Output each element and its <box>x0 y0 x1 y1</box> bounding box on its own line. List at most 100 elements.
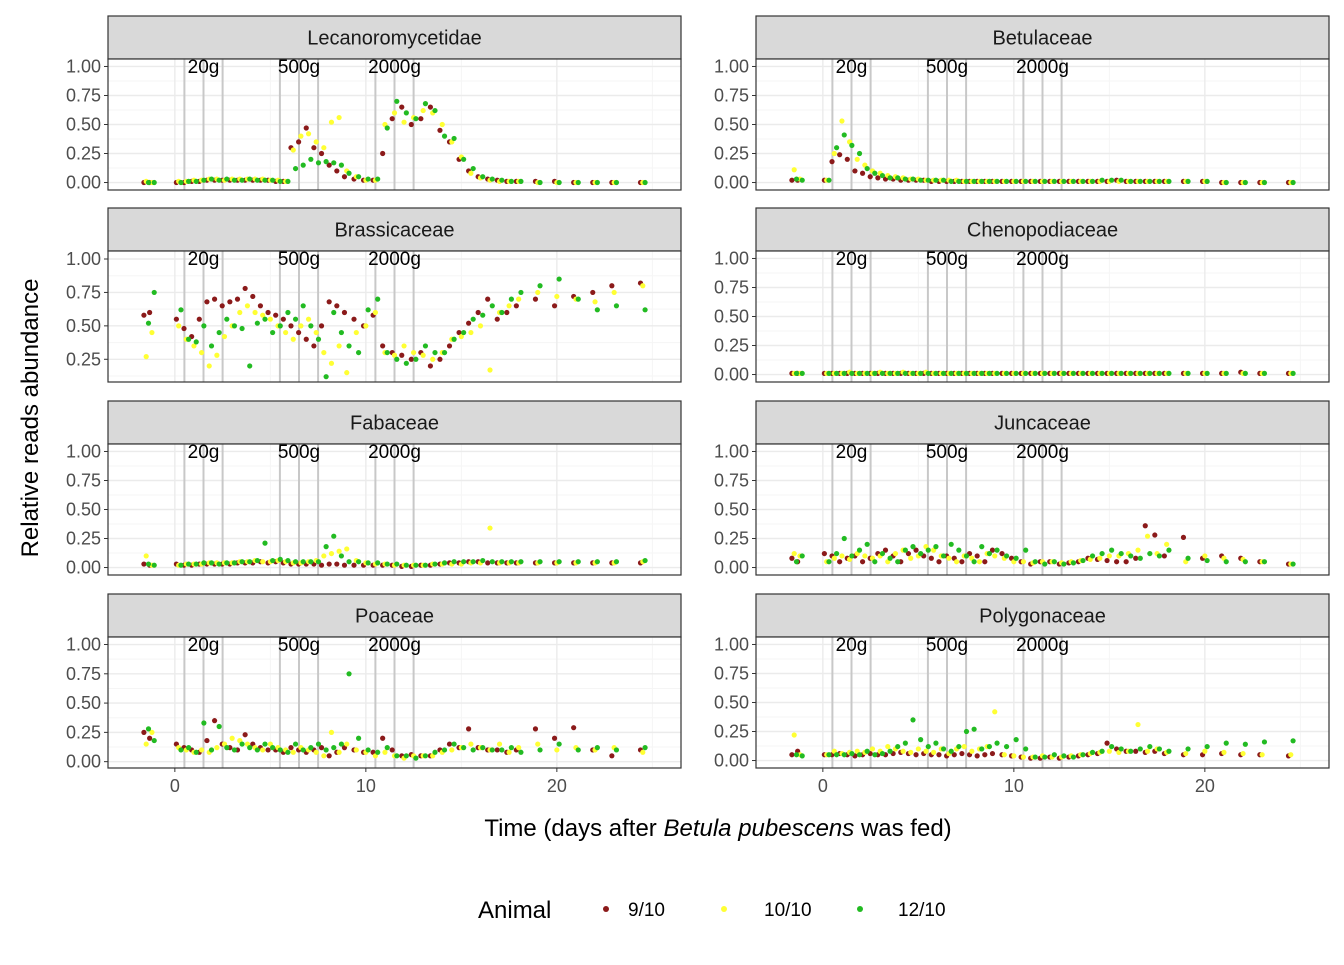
data-point <box>826 559 832 565</box>
data-point <box>315 741 322 747</box>
data-point <box>216 561 222 567</box>
data-point <box>1013 370 1019 376</box>
data-point <box>211 718 218 724</box>
data-point <box>1080 752 1086 758</box>
data-point <box>480 174 486 180</box>
data-point <box>1133 748 1139 754</box>
dose-label: 500g <box>278 442 320 463</box>
data-point <box>1152 532 1158 538</box>
data-point <box>1003 743 1010 750</box>
data-point <box>1032 754 1038 760</box>
data-point <box>516 745 522 751</box>
data-point <box>931 749 937 755</box>
dose-label: 2000g <box>1016 249 1069 270</box>
data-point <box>260 747 266 753</box>
data-point <box>1097 555 1103 561</box>
data-point <box>862 553 868 559</box>
y-tick-label: 0.50 <box>66 500 101 520</box>
data-point <box>151 737 157 744</box>
data-point <box>477 323 484 329</box>
y-tick-label: 1.00 <box>714 441 749 461</box>
data-point <box>918 737 924 743</box>
data-point <box>208 747 215 753</box>
data-point <box>956 370 962 376</box>
data-point <box>989 547 996 553</box>
data-point <box>918 177 924 183</box>
data-point <box>1166 178 1172 184</box>
legend-key <box>857 906 863 912</box>
data-point <box>285 178 291 184</box>
data-point <box>338 329 345 336</box>
data-point <box>173 316 179 322</box>
data-point <box>1118 177 1124 183</box>
legend-key <box>721 906 727 912</box>
data-point <box>441 133 448 139</box>
data-point <box>346 170 352 176</box>
data-point <box>487 367 493 373</box>
data-point <box>475 309 481 316</box>
data-point <box>556 559 562 565</box>
data-point <box>399 104 405 110</box>
data-point <box>971 726 977 732</box>
data-point <box>262 177 268 183</box>
data-point <box>829 159 835 165</box>
data-point <box>298 323 304 329</box>
data-point <box>1013 737 1019 743</box>
data-point <box>592 299 598 305</box>
y-tick-label: 0.00 <box>714 751 749 771</box>
data-point <box>254 177 260 183</box>
data-point <box>331 309 337 316</box>
data-point <box>1118 746 1124 752</box>
data-point <box>422 753 429 759</box>
data-point <box>280 316 286 322</box>
data-point <box>229 735 235 741</box>
data-point <box>959 750 965 757</box>
data-point <box>826 177 832 183</box>
data-point <box>971 559 977 565</box>
facet-panel-poaceae: Poaceae 20g 500g 2000g 0.00 0.25 0.50 0.75 1.00 0… <box>66 593 682 796</box>
data-point <box>791 732 797 738</box>
dose-label: 500g <box>278 57 320 78</box>
data-point <box>237 309 243 316</box>
data-point <box>437 356 443 362</box>
data-point <box>1114 559 1120 565</box>
y-tick-label: 0.75 <box>66 470 101 490</box>
y-tick-label: 0.25 <box>714 336 749 356</box>
data-point <box>334 303 340 309</box>
dose-label: 500g <box>278 635 320 656</box>
data-point <box>963 728 970 735</box>
data-point <box>239 741 245 747</box>
data-point <box>789 555 795 561</box>
data-point <box>959 559 965 565</box>
y-tick-label: 1.00 <box>714 634 749 654</box>
data-point <box>923 748 929 754</box>
data-point <box>270 745 276 751</box>
data-point <box>1144 533 1151 539</box>
data-point <box>508 178 514 184</box>
data-point <box>613 303 620 309</box>
data-point <box>198 349 205 356</box>
data-point <box>532 726 539 732</box>
data-point <box>413 356 419 362</box>
data-point <box>933 740 939 746</box>
data-point <box>913 547 919 553</box>
data-point <box>292 316 299 322</box>
data-point <box>363 323 369 329</box>
data-point <box>518 178 524 184</box>
data-point <box>1106 748 1112 754</box>
data-point <box>141 312 147 318</box>
data-point <box>535 289 541 296</box>
data-point <box>963 178 970 184</box>
data-point <box>1013 555 1019 561</box>
legend-title: Animal <box>478 897 551 924</box>
data-point <box>956 547 962 553</box>
data-point <box>1061 561 1067 567</box>
panel-border <box>107 250 682 383</box>
data-point <box>485 560 491 566</box>
data-point <box>384 561 390 567</box>
data-point <box>353 329 359 336</box>
data-point <box>260 559 266 565</box>
data-point <box>1221 749 1227 755</box>
data-point <box>1223 559 1229 565</box>
data-point <box>508 745 514 751</box>
